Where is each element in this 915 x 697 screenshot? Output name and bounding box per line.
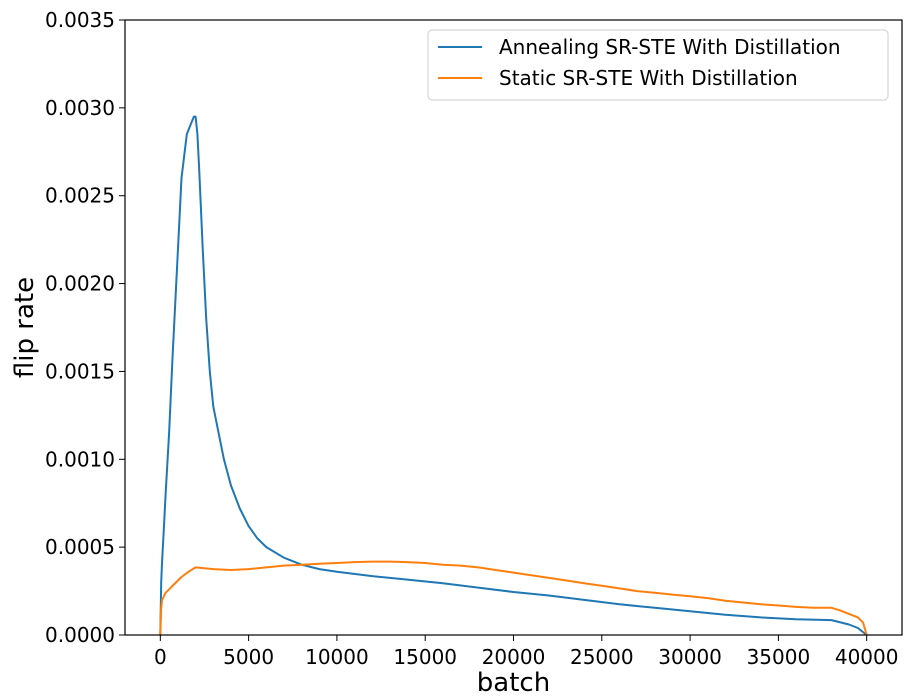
- legend-label: Static SR-STE With Distillation: [499, 66, 798, 90]
- x-tick-label: 25000: [570, 645, 634, 669]
- y-tick-label: 0.0015: [45, 359, 115, 383]
- x-tick-label: 35000: [747, 645, 811, 669]
- y-tick-label: 0.0025: [45, 184, 115, 208]
- x-tick-label: 30000: [658, 645, 722, 669]
- y-tick-label: 0.0005: [45, 535, 115, 559]
- series-line-1: [159, 115, 868, 636]
- y-tick-label: 0.0000: [45, 623, 115, 647]
- y-tick-label: 0.0030: [45, 96, 115, 120]
- plot-frame: [124, 19, 903, 636]
- y-axis-title: flip rate: [10, 277, 40, 378]
- series-layer: [159, 115, 868, 636]
- y-axis: 0.0000 0.0005 0.0010 0.0015 0.0020 0.0025 0.00…: [45, 8, 125, 647]
- x-tick-label: 10000: [305, 645, 369, 669]
- y-tick-label: 0.0020: [45, 272, 115, 296]
- x-tick-label: 0: [154, 645, 167, 669]
- x-tick-label: 40000: [835, 645, 899, 669]
- x-axis: 0 5000 10000 15000 20000 25000 30000 35000 40000: [154, 635, 899, 669]
- y-tick-label: 0.0035: [45, 8, 115, 32]
- legend-label: Annealing SR-STE With Distillation: [499, 35, 841, 59]
- legend: Annealing SR-STE With Distillation Static…: [427, 29, 889, 101]
- y-tick-label: 0.0010: [45, 447, 115, 471]
- x-tick-label: 5000: [223, 645, 274, 669]
- x-tick-label: 15000: [393, 645, 457, 669]
- series-line-2: [159, 560, 868, 636]
- x-tick-label: 20000: [482, 645, 546, 669]
- x-axis-title: batch: [477, 668, 550, 697]
- legend-box: [427, 29, 889, 101]
